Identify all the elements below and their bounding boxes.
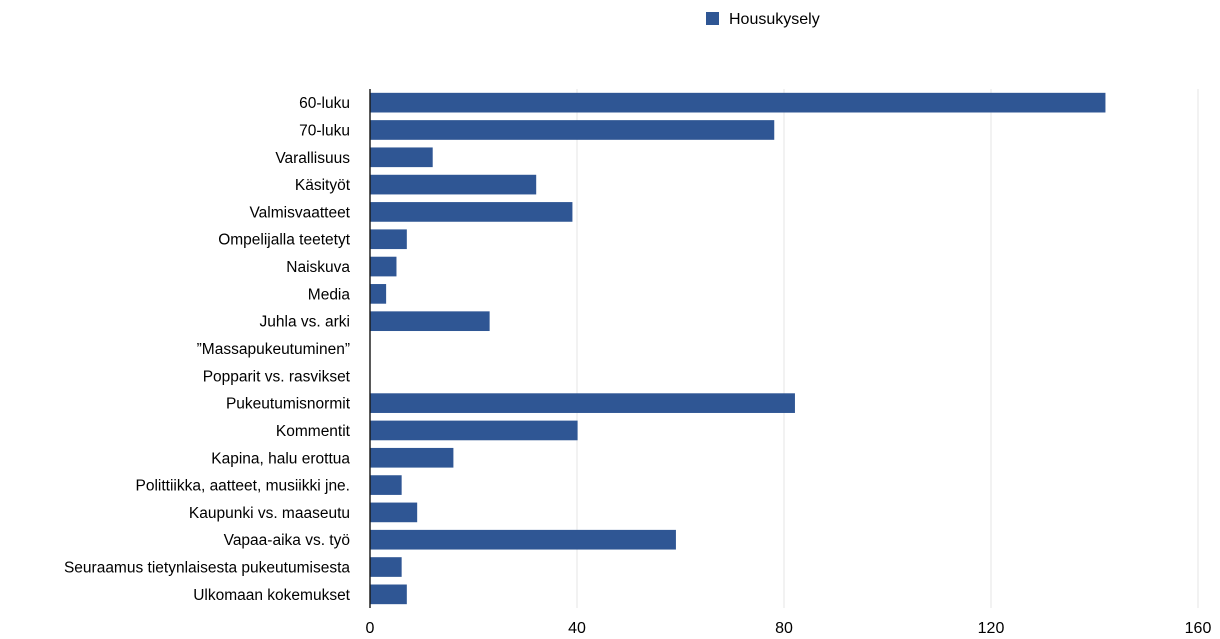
bars xyxy=(370,92,1106,605)
bar xyxy=(370,147,433,168)
category-label: 60-luku xyxy=(299,95,350,112)
category-label: Seuraamus tietynlaisesta pukeutumisesta xyxy=(64,560,350,577)
category-label: Polittiikka, aatteet, musiikki jne. xyxy=(135,478,350,495)
category-label: Juhla vs. arki xyxy=(260,314,350,331)
legend-swatch xyxy=(706,12,719,25)
x-tick-label: 0 xyxy=(366,620,375,637)
bar xyxy=(370,229,407,250)
bar xyxy=(370,202,573,222)
bar xyxy=(370,311,490,332)
category-label: Vapaa-aika vs. työ xyxy=(224,532,350,549)
category-label: Ompelijalla teetetyt xyxy=(218,232,351,249)
bar xyxy=(370,529,676,550)
category-label: Käsityöt xyxy=(295,177,351,194)
bar xyxy=(370,420,578,441)
category-label: Media xyxy=(308,286,351,303)
x-tick-label: 120 xyxy=(978,620,1005,637)
bar xyxy=(370,92,1106,113)
bar xyxy=(370,584,407,605)
category-label: Naiskuva xyxy=(286,259,350,276)
legend-label-housukysely: Housukysely xyxy=(729,11,820,28)
category-label: Popparit vs. rasvikset xyxy=(203,368,351,385)
category-label: Varallisuus xyxy=(275,150,350,167)
category-label: ”Massapukeutuminen” xyxy=(197,341,350,358)
bar xyxy=(370,393,795,413)
category-label: Ulkomaan kokemukset xyxy=(193,587,350,604)
category-label: Valmisvaatteet xyxy=(249,204,350,221)
category-labels: 60-luku 70-luku Varallisuus Käsityöt Valmisv… xyxy=(64,95,351,604)
x-tick-label: 40 xyxy=(568,620,586,637)
category-label: Kommentit xyxy=(276,423,351,440)
bar xyxy=(370,174,537,195)
bar xyxy=(370,284,387,304)
category-label: Kapina, halu erottua xyxy=(211,450,350,467)
gridlines xyxy=(576,89,1199,608)
category-label: Pukeutumisnormit xyxy=(226,396,351,413)
category-label: 70-luku xyxy=(299,122,350,139)
bar xyxy=(370,447,454,468)
x-tick-label: 160 xyxy=(1185,620,1212,637)
category-label: Kaupunki vs. maaseutu xyxy=(189,505,350,522)
x-tick-label: 80 xyxy=(775,620,793,637)
bar xyxy=(370,557,402,577)
bar xyxy=(370,475,402,495)
bar xyxy=(370,256,397,277)
x-axis-tick-labels: 0 40 80 120 160 xyxy=(366,620,1212,637)
bar xyxy=(370,120,775,140)
legend: Housukysely xyxy=(706,11,820,28)
bar xyxy=(370,502,418,523)
